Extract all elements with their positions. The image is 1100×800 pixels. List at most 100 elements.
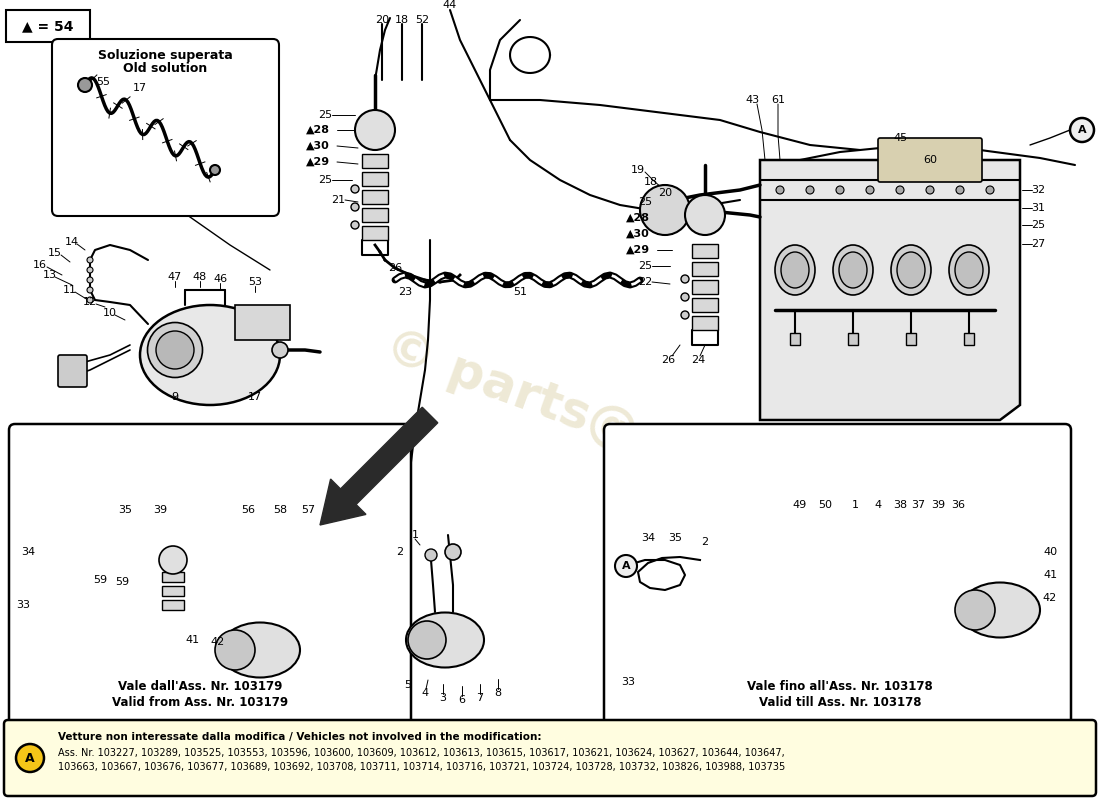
Text: 35: 35 <box>118 505 132 515</box>
Text: 2: 2 <box>702 537 708 547</box>
Circle shape <box>806 186 814 194</box>
Bar <box>162 586 184 596</box>
Text: Old solution: Old solution <box>123 62 207 75</box>
Bar <box>692 244 718 258</box>
Text: 45: 45 <box>893 133 907 143</box>
Text: 34: 34 <box>21 547 35 557</box>
Text: 60: 60 <box>923 155 937 165</box>
Text: 61: 61 <box>771 95 785 105</box>
Circle shape <box>836 186 844 194</box>
Text: 33: 33 <box>16 600 30 610</box>
Bar <box>692 280 718 294</box>
Ellipse shape <box>960 582 1040 638</box>
Text: 5: 5 <box>405 680 411 690</box>
Text: 42: 42 <box>211 637 226 647</box>
Circle shape <box>926 186 934 194</box>
Text: 50: 50 <box>818 500 832 510</box>
Text: 24: 24 <box>691 355 705 365</box>
Text: 41: 41 <box>1043 570 1057 580</box>
Text: 22: 22 <box>638 277 652 287</box>
Text: 39: 39 <box>931 500 945 510</box>
Text: 35: 35 <box>668 533 682 543</box>
Text: 49: 49 <box>793 500 807 510</box>
Text: 25: 25 <box>638 197 652 207</box>
Circle shape <box>640 185 690 235</box>
Bar <box>362 172 388 186</box>
Bar <box>964 333 974 345</box>
Text: 25: 25 <box>318 110 332 120</box>
Text: 4: 4 <box>421 688 429 698</box>
Text: 18: 18 <box>395 15 409 25</box>
Ellipse shape <box>408 621 446 659</box>
Bar <box>162 572 184 582</box>
Bar <box>906 333 916 345</box>
Text: 59: 59 <box>114 577 129 587</box>
Text: A: A <box>25 751 35 765</box>
Text: 48: 48 <box>192 272 207 282</box>
Text: 42: 42 <box>1043 593 1057 603</box>
Bar <box>692 262 718 276</box>
Circle shape <box>160 546 187 574</box>
Text: Vetture non interessate dalla modifica / Vehicles not involved in the modificati: Vetture non interessate dalla modifica /… <box>58 732 541 742</box>
Text: ▲30: ▲30 <box>626 229 650 239</box>
Polygon shape <box>30 510 165 605</box>
Text: 16: 16 <box>33 260 47 270</box>
Circle shape <box>355 110 395 150</box>
Bar <box>162 600 184 610</box>
Circle shape <box>685 195 725 235</box>
FancyBboxPatch shape <box>4 720 1096 796</box>
Text: Valid till Ass. Nr. 103178: Valid till Ass. Nr. 103178 <box>759 695 922 709</box>
Circle shape <box>351 203 359 211</box>
Text: 15: 15 <box>48 248 62 258</box>
Ellipse shape <box>406 613 484 667</box>
Text: 47: 47 <box>168 272 183 282</box>
Text: 2: 2 <box>396 547 404 557</box>
Circle shape <box>210 165 220 175</box>
Circle shape <box>351 185 359 193</box>
Text: 39: 39 <box>153 505 167 515</box>
Ellipse shape <box>156 331 194 369</box>
Ellipse shape <box>214 630 255 670</box>
Text: 36: 36 <box>952 500 965 510</box>
Bar <box>692 298 718 312</box>
Bar <box>692 316 718 330</box>
Ellipse shape <box>955 252 983 288</box>
Circle shape <box>776 186 784 194</box>
Circle shape <box>986 186 994 194</box>
Text: A: A <box>621 561 630 571</box>
Text: 4: 4 <box>874 500 881 510</box>
Text: 51: 51 <box>513 287 527 297</box>
FancyBboxPatch shape <box>9 424 411 726</box>
Text: 8: 8 <box>494 688 502 698</box>
Text: ▲29: ▲29 <box>626 245 650 255</box>
Ellipse shape <box>839 252 867 288</box>
Text: 59: 59 <box>92 575 107 585</box>
Text: Vale dall'Ass. Nr. 103179: Vale dall'Ass. Nr. 103179 <box>118 681 283 694</box>
Text: 25: 25 <box>318 175 332 185</box>
Ellipse shape <box>955 590 996 630</box>
Text: 31: 31 <box>1031 203 1045 213</box>
Circle shape <box>87 287 94 293</box>
Text: 12: 12 <box>82 297 97 307</box>
Ellipse shape <box>147 322 202 378</box>
Ellipse shape <box>891 245 931 295</box>
Text: Valid from Ass. Nr. 103179: Valid from Ass. Nr. 103179 <box>112 695 288 709</box>
FancyBboxPatch shape <box>878 138 982 182</box>
Text: 17: 17 <box>248 392 262 402</box>
Circle shape <box>681 275 689 283</box>
Text: 103663, 103667, 103676, 103677, 103689, 103692, 103708, 103711, 103714, 103716, : 103663, 103667, 103676, 103677, 103689, … <box>58 762 785 772</box>
Polygon shape <box>760 160 1020 420</box>
Text: A: A <box>1078 125 1087 135</box>
Text: 20: 20 <box>375 15 389 25</box>
Text: 10: 10 <box>103 308 117 318</box>
Ellipse shape <box>833 245 873 295</box>
Ellipse shape <box>220 622 300 678</box>
Text: 21: 21 <box>331 195 345 205</box>
Text: Vale fino all'Ass. Nr. 103178: Vale fino all'Ass. Nr. 103178 <box>747 681 933 694</box>
FancyBboxPatch shape <box>6 10 90 42</box>
Text: Ass. Nr. 103227, 103289, 103525, 103553, 103596, 103600, 103609, 103612, 103613,: Ass. Nr. 103227, 103289, 103525, 103553,… <box>58 748 784 758</box>
Ellipse shape <box>776 245 815 295</box>
Bar <box>362 226 388 240</box>
Circle shape <box>78 78 92 92</box>
Circle shape <box>896 186 904 194</box>
